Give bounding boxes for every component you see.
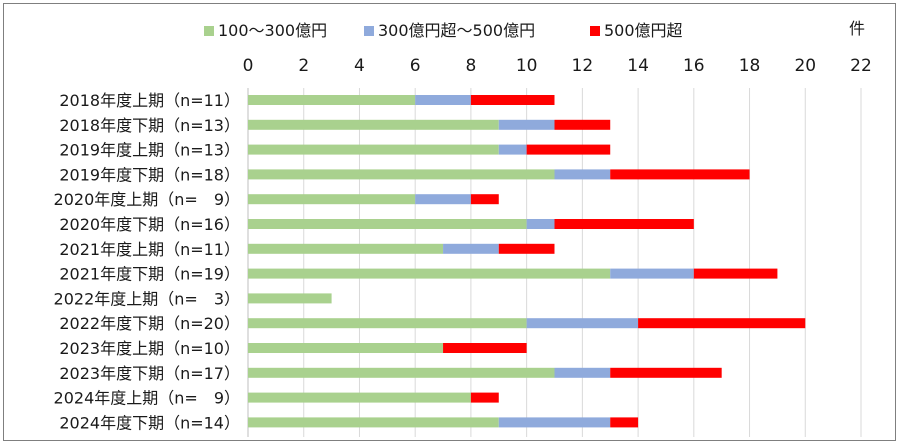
bar-segment [248,343,444,353]
bar-segment [498,243,555,254]
bar-segment [415,95,471,105]
bar-segment [638,318,806,329]
bar-segment [498,144,527,155]
bar-segment [248,95,416,105]
category-label: 2019年度下期（n=18） [59,165,240,184]
legend-swatch [364,26,374,36]
x-tick-label: 16 [683,56,705,76]
x-axis-ticks: 0 2 4 6 8 10 12 14 16 18 20 22 [243,56,872,76]
bar-segment [498,417,611,428]
category-label: 2024年度上期（n= 9） [54,389,240,408]
bar-segment [526,318,639,329]
category-label: 2018年度下期（n=13） [59,116,240,135]
legend-label: 500億円超 [604,21,683,40]
category-label: 2018年度上期（n=11） [59,91,240,110]
category-label: 2021年度上期（n=11） [59,240,240,259]
category-label: 2019年度上期（n=13） [59,141,240,160]
x-tick-label: 2 [298,56,309,76]
bar-segment [248,194,416,205]
bar-segment [498,119,555,130]
bar-segment [554,119,611,130]
bar-segment [248,293,332,304]
bar-segment [610,169,750,180]
stacked-bar-chart: 100～300億円 300億円超～500億円 500億円超 件 0 2 4 6 8 10 12 1… [54,19,872,437]
bars [248,95,806,428]
bar-segment [248,243,444,254]
bar-segment [470,194,499,205]
bar-segment [470,392,499,403]
bar-segment [415,194,471,205]
bar-segment [610,268,694,279]
category-label: 2022年度上期（n= 3） [54,289,240,308]
x-tick-label: 6 [410,56,421,76]
bar-segment [554,367,611,378]
x-tick-label: 8 [465,56,476,76]
category-label: 2022年度下期（n=20） [59,314,240,333]
bar-segment [443,343,527,353]
x-tick-label: 0 [243,56,254,76]
bar-segment [526,219,555,229]
bar-segment [470,95,555,105]
x-tick-label: 22 [850,56,872,76]
bar-segment [526,144,611,155]
legend: 100～300億円 300億円超～500億円 500億円超 [204,21,683,40]
category-label: 2020年度上期（n= 9） [54,190,240,209]
x-tick-label: 12 [572,56,594,76]
legend-swatch [204,26,214,36]
x-tick-label: 10 [516,56,538,76]
bar-segment [554,169,611,180]
legend-swatch [590,26,600,36]
category-label: 2024年度下期（n=14） [59,413,240,432]
x-tick-label: 14 [627,56,649,76]
bar-segment [248,268,611,279]
category-label: 2023年度下期（n=17） [59,364,240,383]
category-label: 2020年度下期（n=16） [59,215,240,234]
legend-label: 100～300億円 [218,21,327,40]
unit-label: 件 [849,19,865,38]
category-labels: 2018年度上期（n=11） 2018年度下期（n=13） 2019年度上期（n=1… [54,91,240,432]
bar-segment [610,417,639,428]
x-tick-label: 18 [739,56,761,76]
bar-segment [610,367,722,378]
bar-segment [443,243,499,254]
bar-segment [248,367,555,378]
bar-segment [248,318,527,329]
bar-segment [248,392,471,403]
bar-segment [248,119,499,130]
bar-segment [693,268,778,279]
bar-segment [248,144,499,155]
bar-segment [248,417,499,428]
chart-frame: 100～300億円 300億円超～500億円 500億円超 件 0 2 4 6 8 10 12 1… [3,3,896,441]
legend-item: 100～300億円 [204,21,327,40]
x-tick-label: 4 [354,56,365,76]
category-label: 2023年度上期（n=10） [59,339,240,358]
legend-label: 300億円超～500億円 [378,21,535,40]
gridlines [247,88,862,437]
bar-segment [248,169,555,180]
bar-segment [554,219,694,229]
legend-item: 300億円超～500億円 [364,21,535,40]
legend-item: 500億円超 [590,21,683,40]
category-label: 2021年度下期（n=19） [59,265,240,284]
bar-segment [248,219,527,229]
x-tick-label: 20 [794,56,816,76]
